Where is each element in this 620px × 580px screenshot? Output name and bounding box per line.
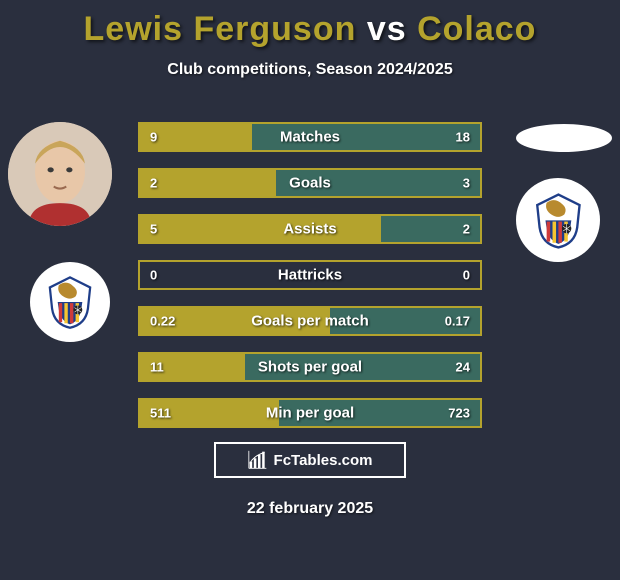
stat-label: Shots per goal [258,359,362,376]
stat-label: Hattricks [278,267,342,284]
stat-label: Goals per match [251,313,369,330]
title-vs: vs [367,10,407,48]
stat-row: 0 0 Hattricks [138,260,482,290]
stat-row: 5 2 Assists [138,214,482,244]
stat-value-right: 0.17 [445,314,470,329]
stat-row: 0.22 0.17 Goals per match [138,306,482,336]
club-crest-icon [529,191,588,250]
stat-value-left: 511 [150,406,171,421]
player2-club-badge [516,178,600,262]
subtitle: Club competitions, Season 2024/2025 [0,61,620,79]
club-crest-icon [42,274,98,330]
branding-box: FcTables.com [214,442,406,478]
stat-row: 511 723 Min per goal [138,398,482,428]
stat-value-right: 24 [456,360,470,375]
player2-avatar [516,124,612,152]
player1-club-badge [30,262,110,342]
stat-value-left: 0.22 [150,314,175,329]
bar-chart-icon [248,450,268,470]
stat-row: 9 18 Matches [138,122,482,152]
title-player1: Lewis Ferguson [84,10,357,48]
stat-row: 11 24 Shots per goal [138,352,482,382]
stat-value-right: 18 [456,130,470,145]
stat-value-left: 0 [150,268,157,283]
branding-text: FcTables.com [274,452,373,469]
stat-value-right: 3 [463,176,470,191]
stat-row: 2 3 Goals [138,168,482,198]
player1-face-icon [8,122,112,226]
stat-label: Matches [280,129,340,146]
page-title: Lewis Ferguson vs Colaco [0,0,620,49]
stat-bar-left [140,170,276,196]
date-label: 22 february 2025 [247,500,373,518]
stat-value-right: 723 [448,406,470,421]
stat-value-right: 0 [463,268,470,283]
root: Lewis Ferguson vs Colaco Club competitio… [0,0,620,580]
stat-value-left: 5 [150,222,157,237]
stat-value-left: 2 [150,176,157,191]
stat-label: Goals [289,175,331,192]
stat-value-right: 2 [463,222,470,237]
stat-value-left: 9 [150,130,157,145]
player1-avatar [8,122,112,226]
stat-label: Assists [283,221,336,238]
stat-bar-left [140,216,381,242]
title-player2: Colaco [417,10,536,48]
stat-label: Min per goal [266,405,354,422]
comparison-chart: 9 18 Matches 2 3 Goals 5 2 Assists 0 0 Hattricks 0.2… [138,122,482,444]
stat-value-left: 11 [150,360,164,375]
